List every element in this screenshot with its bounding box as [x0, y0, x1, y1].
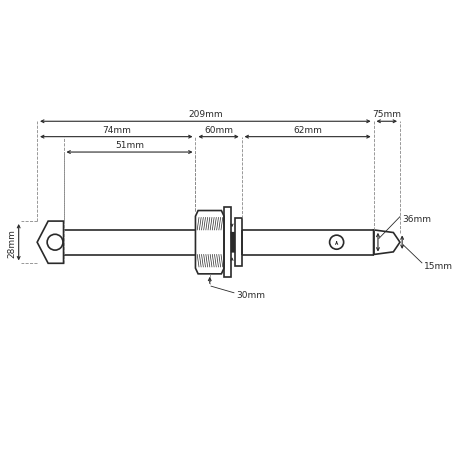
Text: 75mm: 75mm: [371, 110, 400, 119]
Text: 15mm: 15mm: [423, 261, 452, 270]
Bar: [235, 218, 241, 267]
Text: 62mm: 62mm: [292, 125, 321, 134]
Text: 30mm: 30mm: [235, 290, 264, 299]
Bar: [224, 207, 230, 278]
Text: 51mm: 51mm: [115, 140, 144, 150]
Text: 209mm: 209mm: [188, 110, 222, 119]
Text: 60mm: 60mm: [204, 125, 233, 134]
Text: 28mm: 28mm: [7, 228, 17, 257]
Text: 36mm: 36mm: [401, 215, 430, 224]
Text: 74mm: 74mm: [101, 125, 130, 134]
